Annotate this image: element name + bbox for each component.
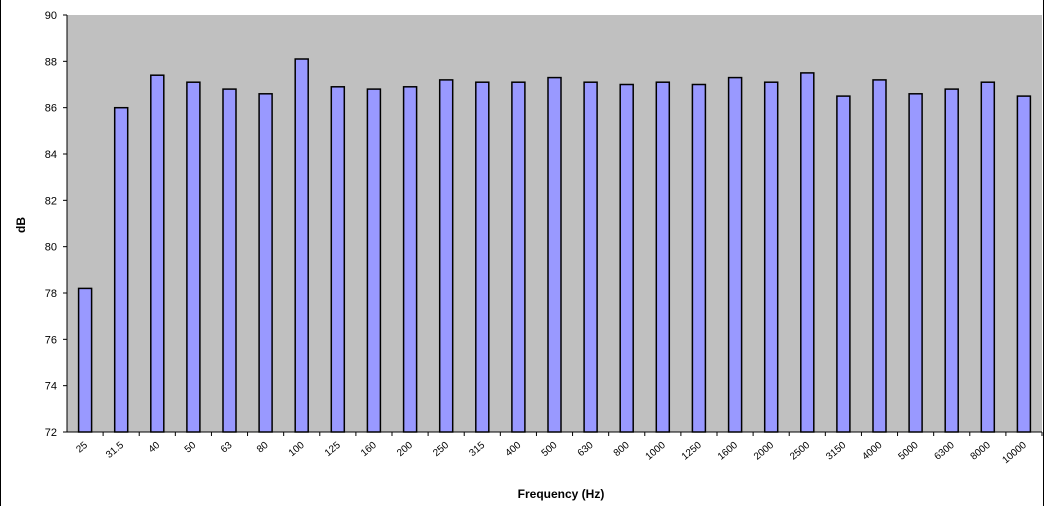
bar [150, 74, 165, 433]
bar [763, 81, 779, 433]
x-tick-label: 2500 [788, 440, 812, 463]
y-tick-label: 84 [45, 149, 57, 161]
bar [222, 88, 237, 433]
bar [908, 93, 923, 433]
plot-area [66, 15, 1042, 433]
bar [583, 81, 598, 433]
x-tick-label: 1600 [716, 440, 740, 463]
x-tick-label: 5000 [896, 440, 920, 463]
y-tick-label: 76 [45, 334, 57, 346]
bar [77, 287, 93, 433]
x-axis-label: Frequency (Hz) [518, 487, 605, 501]
bar [727, 76, 743, 433]
bar [438, 79, 454, 433]
bar [113, 106, 129, 433]
x-tick-label: 100 [287, 440, 307, 459]
bar [619, 83, 634, 433]
x-tick-label: 40 [147, 440, 163, 456]
x-axis-ticks: 25 31.5 40 50 63 80 100 125 160 200 250 315 400 500 63… [74, 432, 1043, 467]
bar [872, 79, 887, 433]
x-tick-label: 315 [467, 440, 487, 459]
x-tick-label: 3150 [824, 440, 848, 463]
y-tick-label: 90 [45, 10, 57, 22]
y-tick-label: 82 [45, 195, 57, 207]
bar [547, 76, 562, 433]
bar [511, 81, 526, 433]
x-tick-label: 250 [431, 440, 451, 459]
x-tick-label: 125 [323, 440, 343, 459]
bar [330, 86, 346, 433]
bar [800, 72, 815, 433]
y-axis-label: dB [14, 217, 28, 233]
bar [258, 93, 273, 433]
bar [691, 83, 707, 433]
bar [294, 58, 309, 433]
y-tick-label: 80 [45, 242, 57, 254]
x-tick-label: 630 [576, 440, 596, 459]
x-tick-label: 1000 [644, 440, 668, 463]
x-tick-label: 63 [219, 440, 235, 456]
bar [1016, 95, 1032, 433]
y-tick-label: 78 [45, 288, 57, 300]
x-tick-label: 8000 [969, 440, 993, 463]
x-tick-label: 10000 [1000, 440, 1029, 467]
x-tick-label: 31.5 [104, 440, 126, 461]
bar [980, 81, 996, 433]
bar [836, 95, 851, 433]
x-tick-label: 1250 [680, 440, 704, 463]
x-tick-label: 400 [503, 440, 523, 459]
x-tick-label: 2000 [752, 440, 776, 463]
y-tick-label: 72 [45, 427, 57, 439]
y-tick-label: 88 [45, 56, 57, 68]
y-tick-label: 74 [45, 381, 57, 393]
bar [186, 81, 201, 433]
x-tick-label: 160 [359, 440, 379, 459]
x-tick-label: 4000 [860, 440, 884, 463]
bar [402, 86, 418, 433]
y-axis-ticks: 72 74 76 78 80 82 84 86 88 90 [45, 10, 67, 439]
bar [366, 88, 382, 433]
x-tick-label: 80 [255, 440, 271, 456]
x-tick-label: 800 [612, 440, 632, 459]
y-tick-label: 86 [45, 103, 57, 115]
x-tick-label: 500 [540, 440, 560, 459]
x-tick-label: 50 [183, 440, 199, 456]
bar [655, 81, 671, 433]
x-tick-label: 6300 [933, 440, 957, 463]
x-tick-label: 25 [74, 440, 90, 456]
bar [475, 81, 490, 433]
bar [944, 88, 959, 433]
x-tick-label: 200 [395, 440, 415, 459]
